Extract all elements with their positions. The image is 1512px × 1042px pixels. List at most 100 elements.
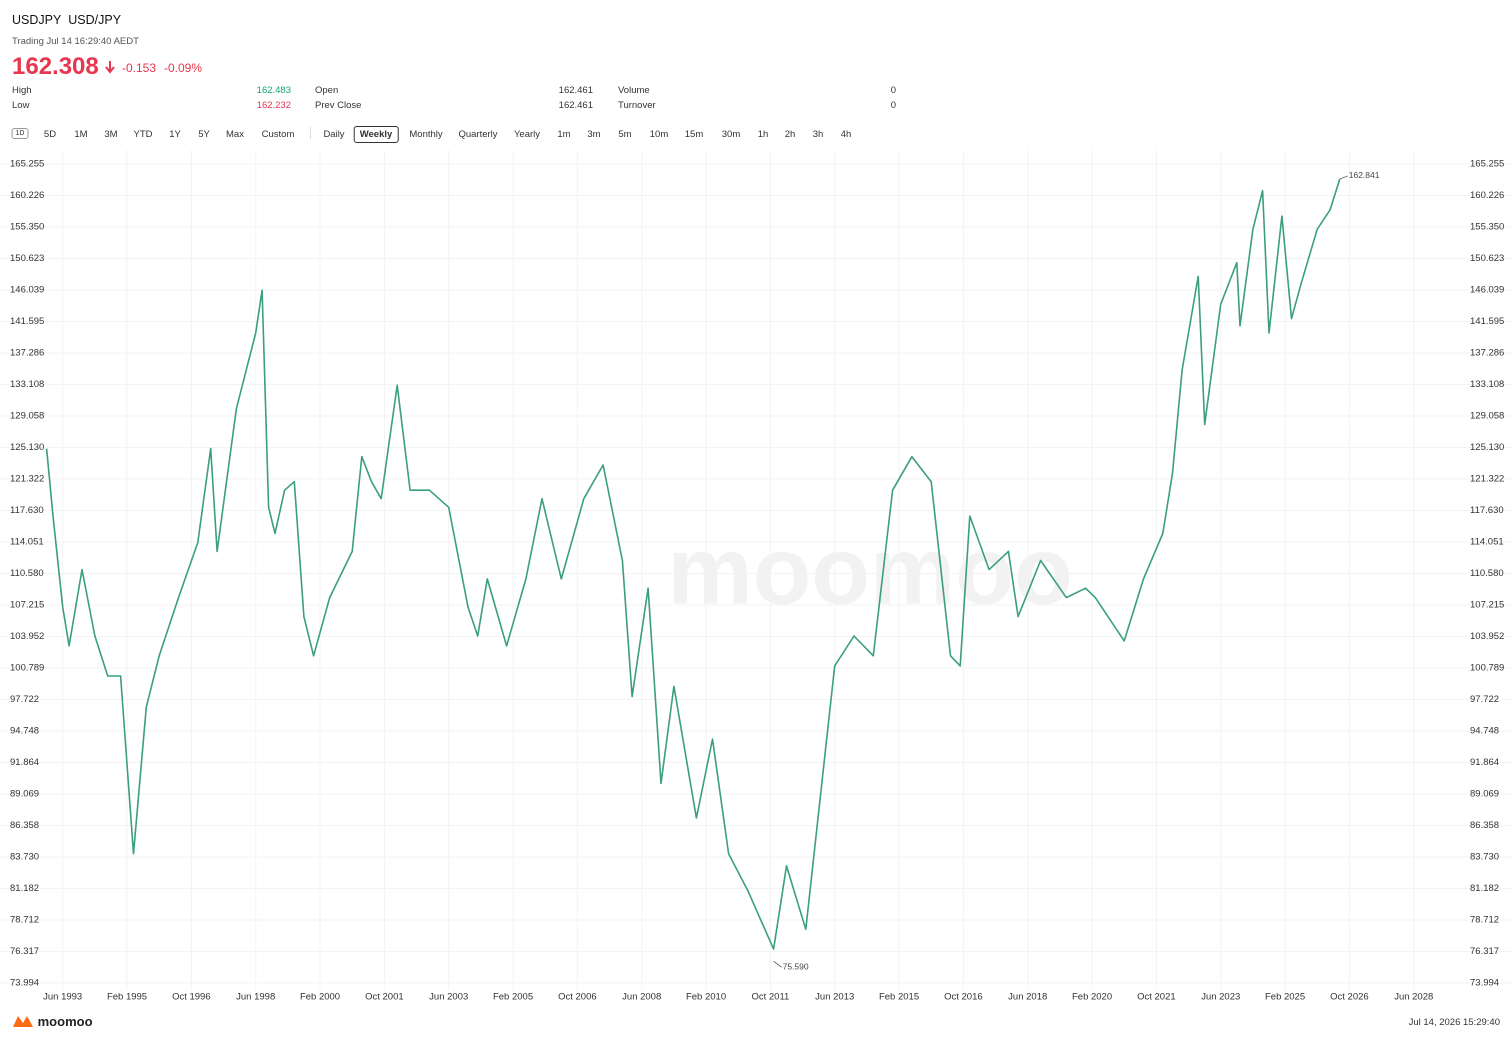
y-tick-label: 155.350 (10, 222, 44, 233)
x-tick-label: Feb 2025 (1265, 992, 1305, 1003)
period-tab[interactable]: 5m (618, 129, 632, 140)
y-tick-label: 133.108 (1470, 379, 1504, 390)
y-tick-label: 160.226 (10, 190, 44, 201)
x-tick-label: Oct 2006 (558, 992, 597, 1003)
period-tab[interactable]: 30m (721, 129, 741, 140)
stat-value: 0 (890, 100, 896, 111)
x-tick-label: Jun 2003 (429, 992, 468, 1003)
y-tick-label: 150.623 (10, 253, 44, 264)
x-tick-label: Feb 2015 (879, 992, 919, 1003)
period-tab[interactable]: 1M (74, 129, 88, 140)
y-tick-label: 155.350 (1470, 222, 1504, 233)
y-tick-label: 114.051 (10, 537, 44, 548)
y-tick-label: 83.730 (1470, 852, 1499, 863)
y-tick-label: 73.994 (10, 978, 39, 989)
price-line (45, 178, 1341, 950)
watermark: moomoo (667, 517, 1072, 624)
stat-value: 162.483 (256, 85, 291, 96)
y-tick-label: 91.864 (10, 757, 39, 768)
brand-name: moomoo (37, 1014, 93, 1029)
period-tab[interactable]: 4h (840, 129, 852, 140)
footer-brand: moomoo (12, 1013, 93, 1029)
footer-timestamp: Jul 14, 2026 15:29:40 (1408, 1017, 1500, 1028)
stat-value: 162.232 (256, 100, 291, 111)
x-tick-label: Oct 2026 (1330, 992, 1369, 1003)
period-tab[interactable]: 3M (104, 129, 118, 140)
period-tab[interactable]: 1h (757, 129, 769, 140)
x-tick-label: Jun 1993 (43, 992, 82, 1003)
x-tick-label: Oct 1996 (172, 992, 211, 1003)
y-tick-label: 117.630 (1470, 505, 1504, 516)
period-tab[interactable]: YTD (133, 129, 153, 140)
x-tick-label: Oct 2001 (365, 992, 404, 1003)
y-tick-label: 125.130 (1470, 442, 1504, 453)
stat-value: 162.461 (558, 100, 593, 111)
period-tab[interactable]: 5Y (198, 129, 210, 140)
y-tick-label: 121.322 (10, 474, 44, 485)
x-tick-label: Jun 2028 (1394, 992, 1433, 1003)
price-change: -0.153 (122, 61, 157, 75)
period-tab[interactable]: Yearly (513, 129, 541, 140)
y-tick-label: 146.039 (10, 285, 44, 296)
down-arrow-icon (105, 61, 115, 74)
period-tab[interactable]: 1m (557, 129, 571, 140)
x-tick-label: Oct 2021 (1137, 992, 1176, 1003)
y-tick-label: 114.051 (1470, 537, 1504, 548)
y-tick-label: 94.748 (10, 726, 39, 737)
period-tab[interactable]: 1D (11, 128, 29, 139)
period-tab[interactable]: 15m (684, 129, 704, 140)
period-tab[interactable]: 1Y (169, 129, 181, 140)
y-tick-label: 141.595 (1470, 316, 1504, 327)
y-tick-label: 141.595 (10, 316, 44, 327)
y-tick-label: 133.108 (10, 379, 44, 390)
x-tick-label: Jun 2008 (622, 992, 661, 1003)
y-tick-label: 86.358 (1470, 820, 1499, 831)
period-tab[interactable]: Quarterly (458, 129, 498, 140)
y-tick-label: 137.286 (1470, 348, 1504, 359)
period-tab[interactable]: 2h (784, 129, 796, 140)
y-tick-label: 73.994 (1470, 978, 1499, 989)
period-tab[interactable]: Weekly (353, 126, 399, 143)
y-tick-label: 89.069 (10, 789, 39, 800)
y-tick-label: 91.864 (1470, 757, 1499, 768)
period-tab[interactable]: Max (226, 129, 244, 140)
period-tab[interactable]: Daily (323, 129, 345, 140)
period-tab[interactable]: 3m (587, 129, 601, 140)
y-tick-label: 81.182 (1470, 883, 1499, 894)
instrument-name: USD/JPY (68, 13, 122, 27)
x-tick-label: Jun 1998 (236, 992, 275, 1003)
tab-separator (310, 127, 311, 139)
y-tick-label: 89.069 (1470, 789, 1499, 800)
x-tick-label: Feb 2010 (686, 992, 726, 1003)
y-tick-label: 86.358 (10, 820, 39, 831)
y-tick-label: 137.286 (10, 348, 44, 359)
y-tick-label: 83.730 (10, 852, 39, 863)
y-tick-label: 78.712 (1470, 915, 1499, 926)
annotation-leader (773, 960, 782, 968)
stat-value: 162.461 (558, 85, 593, 96)
period-tab[interactable]: 3h (812, 129, 824, 140)
stat-label: Low (12, 100, 30, 111)
y-tick-label: 110.580 (10, 568, 44, 579)
price-change-percent: -0.09% (164, 61, 203, 75)
annotation-leader (1339, 175, 1348, 180)
period-tab[interactable]: Custom (261, 129, 295, 140)
symbol: USDJPY (12, 13, 62, 27)
y-tick-label: 165.255 (1470, 159, 1504, 170)
y-tick-label: 94.748 (1470, 726, 1499, 737)
last-price: 162.308 (12, 53, 99, 80)
y-tick-label: 150.623 (1470, 253, 1504, 264)
y-tick-label: 81.182 (10, 883, 39, 894)
y-tick-label: 107.215 (1470, 600, 1504, 611)
y-tick-label: 103.952 (10, 631, 44, 642)
period-tab[interactable]: Monthly (409, 129, 443, 140)
period-tab[interactable]: 10m (649, 129, 669, 140)
y-tick-label: 107.215 (10, 600, 44, 611)
x-tick-label: Oct 2016 (944, 992, 983, 1003)
period-tab[interactable]: 5D (43, 129, 57, 140)
y-tick-label: 100.789 (1470, 663, 1504, 674)
y-tick-label: 103.952 (1470, 631, 1504, 642)
brand-logo (13, 1016, 33, 1027)
